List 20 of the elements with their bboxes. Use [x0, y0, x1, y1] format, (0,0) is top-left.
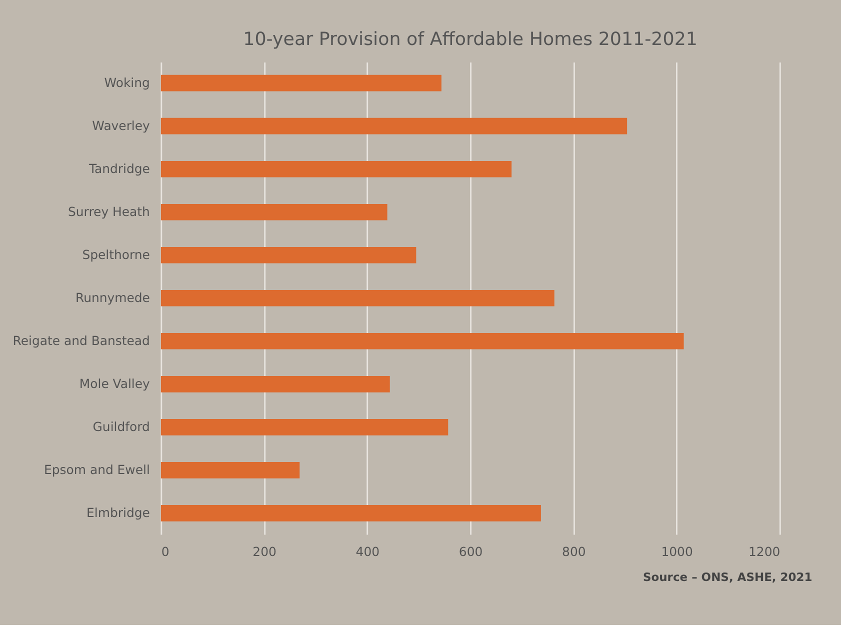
- source-note: Source – ONS, ASHE, 2021: [642, 570, 812, 584]
- y-tick-label: Surrey Heath: [68, 204, 150, 219]
- y-tick-label: Mole Valley: [79, 376, 150, 391]
- y-tick-label: Spelthorne: [82, 246, 150, 262]
- y-tick-label: Waverley: [92, 118, 150, 133]
- y-tick-label: Tandridge: [88, 160, 150, 176]
- y-tick-label: Elmbridge: [86, 505, 150, 520]
- x-tick-label: 800: [562, 544, 586, 559]
- y-tick-label: Guildford: [92, 418, 150, 434]
- x-tick-label: 0: [161, 544, 170, 559]
- y-tick-label: Runnymede: [76, 290, 150, 305]
- x-tick-label: 200: [252, 544, 276, 559]
- y-tick-label: Woking: [104, 74, 150, 90]
- chart-title: 10-year Provision of Affordable Homes 2011-2021: [243, 28, 698, 50]
- y-tick-label: Reigate and Banstead: [12, 332, 150, 348]
- x-tick-label: 600: [458, 544, 483, 559]
- x-tick-label: 400: [356, 544, 380, 559]
- x-tick-label: 1000: [661, 544, 693, 559]
- y-tick-label: Epsom and Ewell: [44, 462, 150, 477]
- x-tick-label: 1200: [748, 544, 780, 559]
